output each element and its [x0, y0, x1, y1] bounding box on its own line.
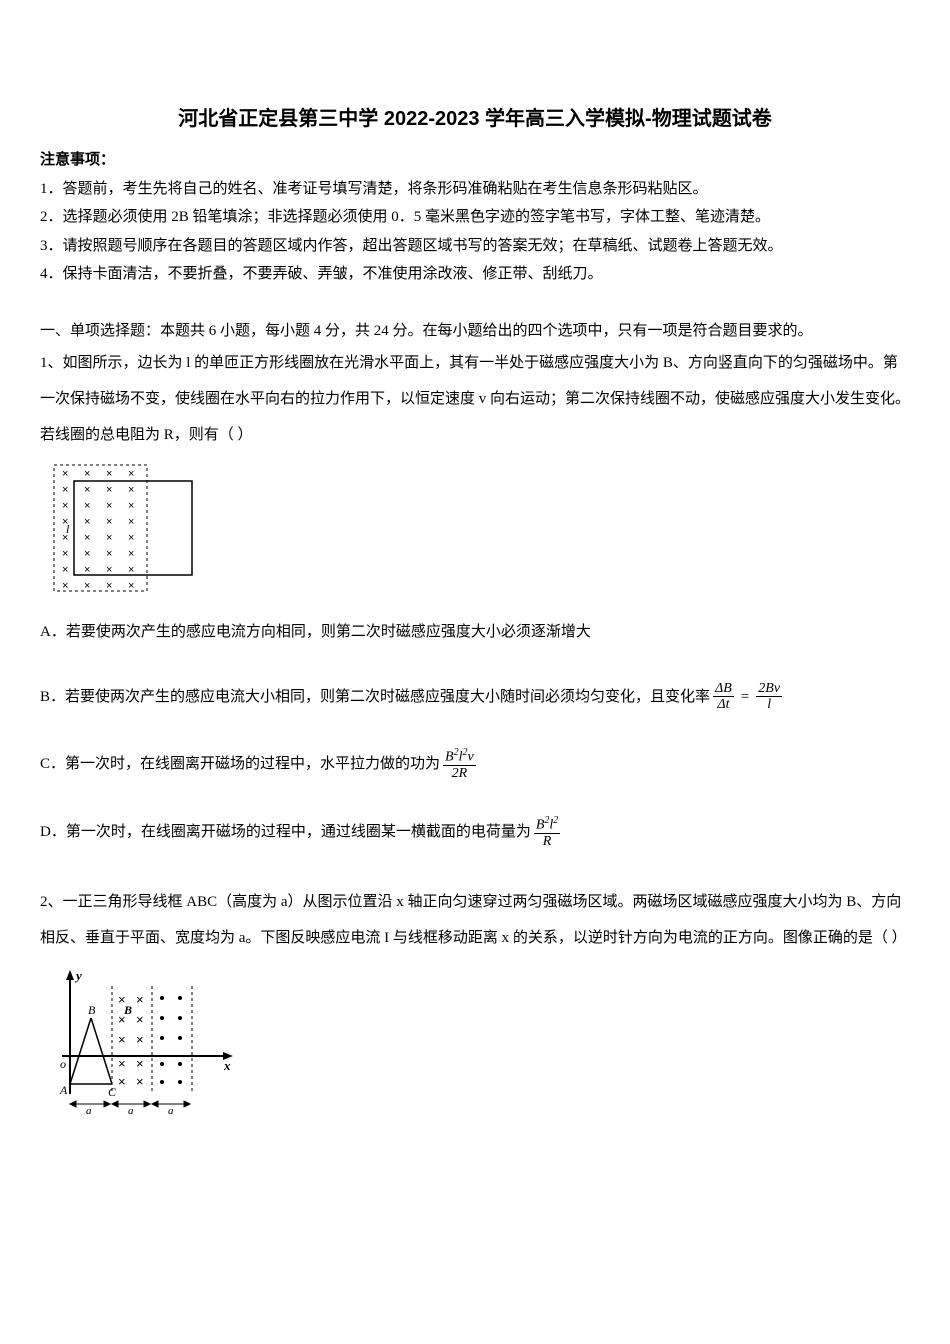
q1-diagram-svg: ×××× ×××× ×××× ×××× ×××× ×××× ×××× ×××× … [52, 463, 202, 593]
formula-C-den: 2R [450, 766, 470, 781]
notice-item-1: 1．答题前，考生先将自己的姓名、准考证号填写清楚，将条形码准确粘贴在考生信息条形… [40, 175, 910, 204]
svg-text:×: × [106, 500, 112, 512]
svg-text:×: × [84, 564, 90, 576]
svg-text:×: × [84, 500, 90, 512]
option-D-text: D．第一次时，在线圈离开磁场的过程中，通过线圈某一横截面的电荷量为 [40, 817, 531, 847]
option-C-text: C．第一次时，在线圈离开磁场的过程中，水平拉力做的功为 [40, 749, 440, 779]
svg-text:×: × [62, 500, 68, 512]
q2-diagram-svg: y x o × × × × × × × × [52, 966, 237, 1116]
field-crosses: ×××× ×××× ×××× ×××× ×××× ×××× ×××× ×××× [62, 468, 134, 592]
svg-text:×: × [106, 468, 112, 480]
svg-text:×: × [84, 468, 90, 480]
formula-B-eq: = [741, 682, 749, 712]
svg-text:×: × [106, 484, 112, 496]
label-C: C [108, 1085, 117, 1099]
label-B-field: B [123, 1003, 132, 1017]
tri-left [70, 1018, 91, 1084]
formula-B-left-num: ΔB [713, 681, 734, 697]
question-2-diagram: y x o × × × × × × × × [52, 966, 910, 1116]
svg-text:×: × [128, 580, 134, 592]
svg-text:×: × [136, 1074, 144, 1089]
svg-text:×: × [118, 1032, 126, 1047]
svg-text:×: × [128, 500, 134, 512]
formula-B-right: 2Bv l [756, 681, 782, 713]
svg-text:×: × [106, 516, 112, 528]
svg-text:×: × [106, 532, 112, 544]
notice-item-2: 2．选择题必须使用 2B 铅笔填涂；非选择题必须使用 0．5 毫米黑色字迹的签字… [40, 203, 910, 232]
label-a2: a [128, 1105, 134, 1116]
notice-header: 注意事项： [40, 146, 910, 175]
formula-B-left-den: Δt [715, 697, 731, 712]
formula-B-left: ΔB Δt [713, 681, 734, 713]
formula-C-num: B2l2v [443, 747, 476, 766]
formula-B-right-den: l [765, 697, 773, 712]
svg-text:×: × [136, 1056, 144, 1071]
svg-text:×: × [128, 564, 134, 576]
svg-text:×: × [62, 580, 68, 592]
svg-text:×: × [84, 580, 90, 592]
notice-item-4: 4．保持卡面清洁，不要折叠，不要弄破、弄皱，不准使用涂改液、修正带、刮纸刀。 [40, 260, 910, 289]
option-B: B．若要使两次产生的感应电流大小相同，则第二次时磁感应强度大小随时间必须均匀变化… [40, 681, 910, 713]
svg-text:×: × [118, 1074, 126, 1089]
svg-text:×: × [106, 548, 112, 560]
svg-text:×: × [84, 484, 90, 496]
svg-text:×: × [106, 564, 112, 576]
option-C: C．第一次时，在线圈离开磁场的过程中，水平拉力做的功为 B2l2v 2R [40, 747, 910, 781]
option-D: D．第一次时，在线圈离开磁场的过程中，通过线圈某一横截面的电荷量为 B2l2 R [40, 815, 910, 849]
notice-item-3: 3．请按照题号顺序在各题目的答题区域内作答，超出答题区域书写的答案无效；在草稿纸… [40, 232, 910, 261]
question-1: 1、如图所示，边长为 l 的单匝正方形线圈放在光滑水平面上，其有一半处于磁感应强… [40, 345, 910, 850]
option-A: A．若要使两次产生的感应电流方向相同，则第二次时磁感应强度大小必须逐渐增大 [40, 617, 910, 647]
label-a1: a [86, 1105, 92, 1116]
svg-text:×: × [62, 548, 68, 560]
formula-B-right-num: 2Bv [756, 681, 782, 697]
label-B-vertex: B [88, 1003, 96, 1017]
formula-D: B2l2 R [534, 815, 560, 849]
svg-text:×: × [128, 516, 134, 528]
notice-block: 注意事项： 1．答题前，考生先将自己的姓名、准考证号填写清楚，将条形码准确粘贴在… [40, 146, 910, 289]
label-x: x [223, 1058, 231, 1073]
label-o: o [60, 1057, 66, 1071]
option-A-text: A．若要使两次产生的感应电流方向相同，则第二次时磁感应强度大小必须逐渐增大 [40, 617, 591, 647]
question-2-text: 2、一正三角形导线框 ABC（高度为 a）从图示位置沿 x 轴正向匀速穿过两匀强… [40, 884, 910, 956]
question-1-diagram: ×××× ×××× ×××× ×××× ×××× ×××× ×××× ×××× … [52, 463, 910, 593]
svg-text:×: × [118, 1056, 126, 1071]
option-B-text: B．若要使两次产生的感应电流大小相同，则第二次时磁感应强度大小随时间必须均匀变化… [40, 682, 710, 712]
question-2: 2、一正三角形导线框 ABC（高度为 a）从图示位置沿 x 轴正向匀速穿过两匀强… [40, 884, 910, 1116]
label-l: l [66, 522, 70, 536]
tri-right [91, 1018, 112, 1084]
label-A: A [59, 1083, 68, 1097]
formula-D-num: B2l2 [534, 815, 560, 834]
svg-text:×: × [84, 548, 90, 560]
svg-text:×: × [106, 580, 112, 592]
svg-text:×: × [128, 484, 134, 496]
question-1-options: A．若要使两次产生的感应电流方向相同，则第二次时磁感应强度大小必须逐渐增大 B．… [40, 617, 910, 850]
svg-text:×: × [62, 484, 68, 496]
page-title: 河北省正定县第三中学 2022-2023 学年高三入学模拟-物理试题试卷 [40, 100, 910, 138]
formula-C: B2l2v 2R [443, 747, 476, 781]
section-1-title: 一、单项选择题：本题共 6 小题，每小题 4 分，共 24 分。在每小题给出的四… [40, 317, 910, 346]
svg-text:×: × [136, 1012, 144, 1027]
formula-D-den: R [541, 834, 554, 849]
svg-text:×: × [136, 1032, 144, 1047]
region2-dots [160, 996, 182, 1084]
svg-text:×: × [128, 548, 134, 560]
label-y: y [74, 968, 82, 983]
y-arrow [66, 970, 74, 980]
svg-text:×: × [62, 468, 68, 480]
svg-text:×: × [136, 992, 144, 1007]
svg-text:×: × [84, 532, 90, 544]
label-a3: a [168, 1105, 174, 1116]
question-1-text: 1、如图所示，边长为 l 的单匝正方形线圈放在光滑水平面上，其有一半处于磁感应强… [40, 345, 910, 453]
svg-text:×: × [62, 564, 68, 576]
svg-text:×: × [128, 532, 134, 544]
svg-text:×: × [84, 516, 90, 528]
svg-text:×: × [128, 468, 134, 480]
